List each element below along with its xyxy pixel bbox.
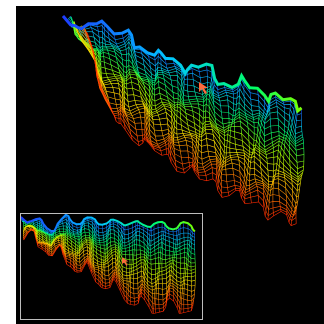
mesh-row-line <box>23 225 196 271</box>
mesh-row-line <box>72 22 304 151</box>
mesh-ridge-line <box>61 15 303 114</box>
mesh-row-line <box>23 227 195 292</box>
mesh-row-line <box>68 18 303 135</box>
mesh-row-line <box>73 21 304 178</box>
mesh-row-line <box>23 228 194 314</box>
mesh-row-line <box>67 19 302 128</box>
mesh-row-line <box>76 29 300 192</box>
mesh-column-line <box>243 80 250 204</box>
mesh-row-line <box>78 28 299 205</box>
mesh-row-line <box>72 24 304 163</box>
mesh-row-line <box>70 16 303 143</box>
mesh-row-line <box>23 221 195 250</box>
mesh-row-line <box>23 226 196 268</box>
overview-wireframe-mesh[interactable] <box>21 214 202 319</box>
mesh-row-line <box>79 26 298 210</box>
pointer-cursor-icon <box>199 82 208 94</box>
mesh-row-line <box>23 229 194 305</box>
mesh-row-line <box>74 22 303 180</box>
mesh-column-line <box>153 223 156 314</box>
mesh-row-line <box>81 25 297 214</box>
mesh-row-line <box>23 225 196 264</box>
mesh-row-line <box>23 226 196 288</box>
mesh-row-line <box>23 223 196 260</box>
mesh-row-line <box>23 228 195 297</box>
mesh-row-line <box>23 221 196 255</box>
mesh-row-line <box>77 29 299 198</box>
mesh-row-line <box>23 229 195 302</box>
pointer-cursor-icon <box>122 257 129 266</box>
mesh-row-line <box>21 216 195 235</box>
mesh-row-line <box>71 20 304 147</box>
overview-inset[interactable] <box>20 213 203 320</box>
mesh-row-line <box>71 17 304 145</box>
mesh-row-line <box>73 23 304 170</box>
main-wireframe-mesh[interactable] <box>16 6 324 324</box>
mesh-row-line <box>84 28 297 218</box>
mesh-ridge-line <box>21 214 196 233</box>
mesh-row-line <box>21 218 195 238</box>
mesh-row-line <box>23 225 196 285</box>
mesh-row-line <box>69 16 303 139</box>
3d-viewport[interactable] <box>16 6 324 324</box>
mesh-row-line <box>87 33 297 226</box>
mesh-row-line <box>65 20 302 122</box>
mesh-row-line <box>23 229 194 310</box>
mesh-row-line <box>82 26 297 216</box>
mesh-row-line <box>74 24 302 183</box>
mesh-row-line <box>75 27 301 186</box>
mesh-row-line <box>85 31 297 222</box>
mesh-row-line <box>72 24 305 157</box>
mesh-row-line <box>22 221 195 247</box>
mesh-row-line <box>73 21 304 175</box>
